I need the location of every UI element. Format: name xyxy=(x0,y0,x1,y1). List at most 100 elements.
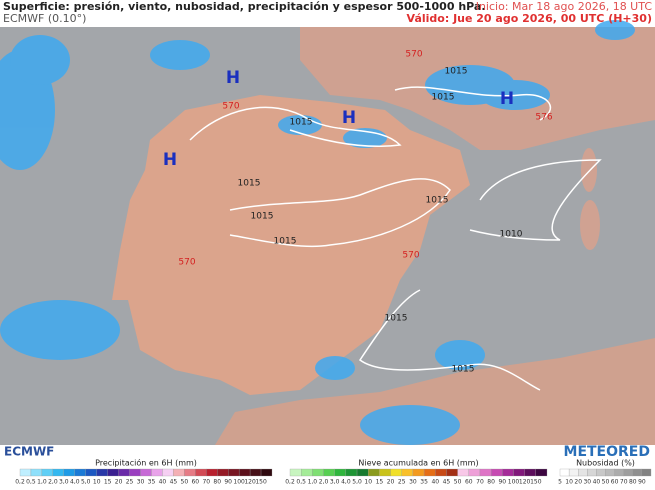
legend-label: 35 xyxy=(148,479,156,486)
legend-label: 3,0 xyxy=(330,479,340,486)
island xyxy=(581,148,597,192)
valid-time: Válido: Jue 20 ago 2026, 00 UTC (H+30) xyxy=(407,12,652,25)
isobar-label: 1015 xyxy=(452,365,475,375)
high-pressure: H xyxy=(226,68,240,88)
legend-swatch xyxy=(435,468,447,477)
legend-title: Precipitación en 6H (mm) xyxy=(95,458,197,468)
legend-swatch xyxy=(96,468,108,477)
legend-swatch xyxy=(479,468,492,477)
legend-label: 40 xyxy=(431,479,439,486)
legend-swatch xyxy=(162,468,174,477)
legend-swatch xyxy=(173,468,185,477)
thickness-label: 576 xyxy=(535,113,552,123)
model: ECMWF (0.10°) xyxy=(3,12,86,25)
legend-swatch xyxy=(195,468,207,477)
legend-label: 1,0 xyxy=(308,479,318,486)
legend-label: 60 xyxy=(611,479,619,486)
legend-label: 150 xyxy=(530,479,542,486)
legend-label: 0,5 xyxy=(26,479,36,486)
thickness-label: 570 xyxy=(178,258,195,268)
legend-label: 5 xyxy=(558,479,562,486)
legend-swatch xyxy=(368,468,380,477)
legend-label: 5,0 xyxy=(81,479,91,486)
legend-label: 50 xyxy=(454,479,462,486)
legend-swatch xyxy=(312,468,324,477)
legend-swatch xyxy=(289,468,302,477)
legend-label: 3,0 xyxy=(59,479,69,486)
legend-label: 2,0 xyxy=(319,479,329,486)
legend-label: 150 xyxy=(255,479,267,486)
legend-swatch xyxy=(151,468,163,477)
legend-label: 10 xyxy=(565,479,573,486)
isobars xyxy=(189,86,602,391)
legend-label: 25 xyxy=(398,479,406,486)
legend-swatch xyxy=(632,468,643,477)
legend-swatch xyxy=(85,468,97,477)
map-area xyxy=(0,20,655,445)
isobar-label: 1015 xyxy=(432,93,455,103)
legend-label: 2,0 xyxy=(48,479,58,486)
legend-swatch xyxy=(52,468,64,477)
legend-label: 45 xyxy=(443,479,451,486)
legend-swatch xyxy=(513,468,525,477)
logo-meteored: METEORED xyxy=(564,444,650,460)
legend-label: 90 xyxy=(638,479,646,486)
legend-title: Nubosidad (%) xyxy=(576,459,635,468)
legend-swatch xyxy=(238,468,251,477)
legend-label: 15 xyxy=(104,479,112,486)
legend-swatch xyxy=(19,468,32,477)
legend-label: 70 xyxy=(620,479,628,486)
isobar-label: 1015 xyxy=(445,67,468,77)
isobar-label: 1015 xyxy=(238,179,261,189)
legend-title: Nieve acumulada en 6H (mm) xyxy=(358,459,478,468)
legend-swatch xyxy=(107,468,119,477)
island xyxy=(580,200,600,250)
legend-swatch xyxy=(559,468,570,477)
legend-label: 0,5 xyxy=(296,479,306,486)
legend-label: 60 xyxy=(191,479,199,486)
legend-swatch xyxy=(390,468,402,477)
legend-swatch xyxy=(379,468,391,477)
high-pressure: H xyxy=(500,89,514,109)
legend-swatch xyxy=(524,468,536,477)
isobar-label: 1015 xyxy=(426,196,449,206)
legend-label: 70 xyxy=(202,479,210,486)
legend-swatch xyxy=(614,468,624,477)
legend-swatch xyxy=(63,468,75,477)
legend-label: 20 xyxy=(115,479,123,486)
isobar-label: 1015 xyxy=(274,237,297,247)
legend-swatch xyxy=(587,468,597,477)
legend-label: 50 xyxy=(181,479,189,486)
legend-swatch xyxy=(206,468,218,477)
legend-label: 4,0 xyxy=(70,479,80,486)
high-pressure: H xyxy=(163,150,177,170)
legend-swatch xyxy=(301,468,313,477)
legend-swatch xyxy=(457,468,469,477)
legend-label: 80 xyxy=(487,479,495,486)
legend-swatch xyxy=(502,468,514,477)
legend-label: 20 xyxy=(574,479,582,486)
legend-label: 60 xyxy=(465,479,473,486)
legend-swatch xyxy=(184,468,196,477)
legend-label: 0,2 xyxy=(15,479,25,486)
legend-swatch xyxy=(41,468,54,477)
legend-swatch xyxy=(535,468,548,477)
legend-swatch xyxy=(596,468,606,477)
thickness-label: 570 xyxy=(222,102,239,112)
legend-swatch xyxy=(30,468,43,477)
legend-swatch xyxy=(605,468,615,477)
legend-swatch xyxy=(641,468,652,477)
legend-label: 20 xyxy=(387,479,395,486)
legend-label: 4,0 xyxy=(341,479,351,486)
legend-label: 70 xyxy=(476,479,484,486)
legend-label: 90 xyxy=(498,479,506,486)
legend-swatch xyxy=(578,468,588,477)
legend-label: 120 xyxy=(519,479,531,486)
isobar-label: 1015 xyxy=(251,212,274,222)
legend-swatch xyxy=(412,468,425,477)
legend-label: 120 xyxy=(244,479,256,486)
legend-label: 80 xyxy=(629,479,637,486)
isobar-label: 1015 xyxy=(385,314,408,324)
logo-ecmwf: ECMWF xyxy=(4,445,54,459)
